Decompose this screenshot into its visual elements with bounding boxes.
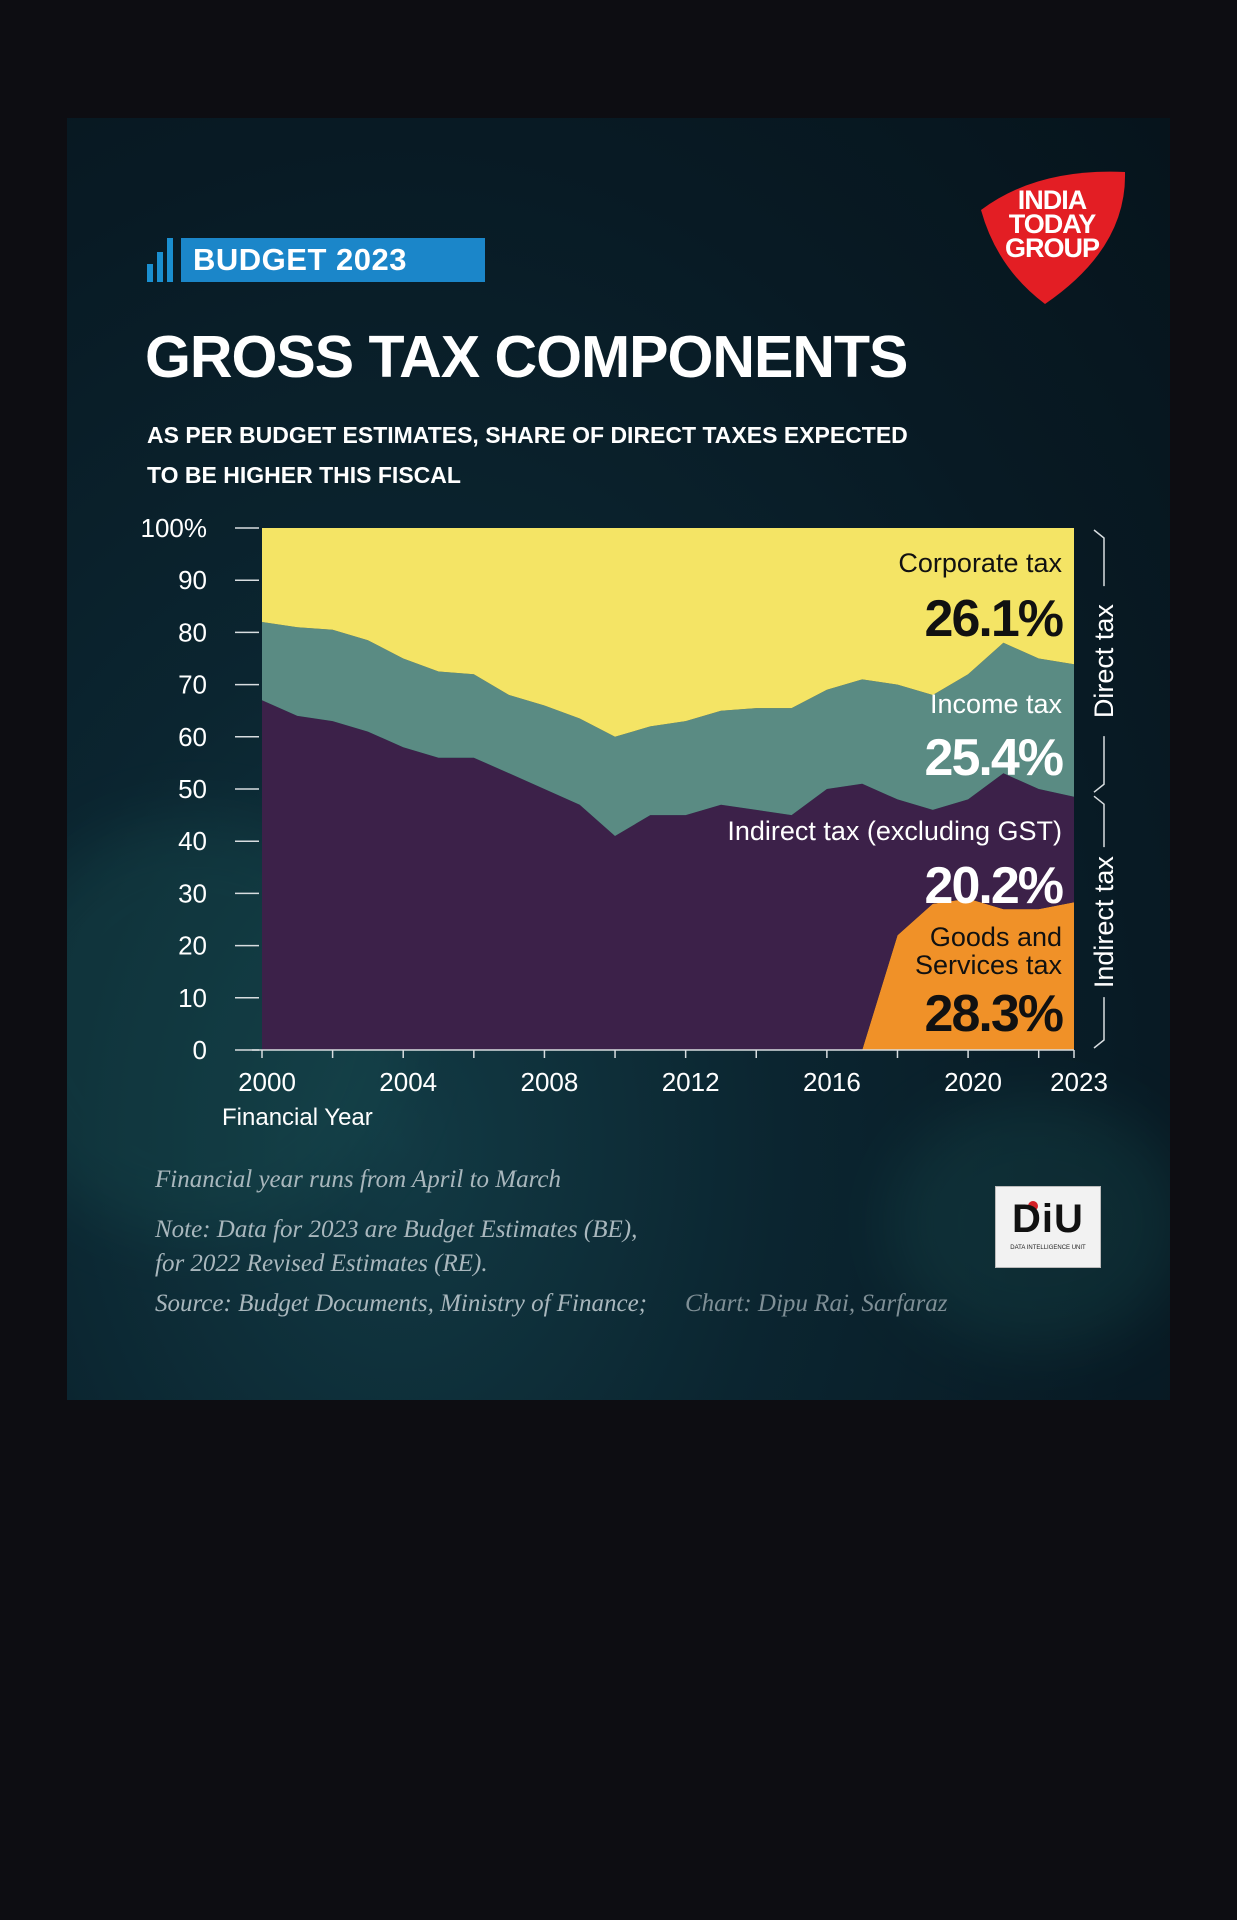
- x-axis-title: Financial Year: [222, 1104, 373, 1131]
- x-tick-label: 2012: [662, 1067, 720, 1097]
- note-revised: for 2022 Revised Estimates (RE).: [155, 1250, 488, 1277]
- page-subtitle: AS PER BUDGET ESTIMATES, SHARE OF DIRECT…: [147, 422, 908, 488]
- gst-label-line-2: Services tax: [915, 950, 1063, 980]
- corporate-tax-label: Corporate tax: [898, 548, 1062, 578]
- note-financial-year: Financial year runs from April to March: [155, 1166, 561, 1193]
- y-tick-label: 50: [178, 774, 207, 804]
- stacked-area-chart: 100% 90 80 70 60 50 40 30 20 10 0 2000 2004 2008 2012…: [141, 513, 1120, 1131]
- y-tick-label: 40: [178, 826, 207, 856]
- x-tick-label: 2008: [521, 1067, 579, 1097]
- income-tax-label: Income tax: [930, 689, 1063, 719]
- page-title: GROSS TAX COMPONENTS: [145, 324, 908, 390]
- bracket-label-direct: Direct tax: [1089, 604, 1119, 719]
- x-tick-label: 2020: [944, 1067, 1002, 1097]
- area-gst: [262, 898, 1074, 1050]
- bracket-indirect: [1093, 795, 1105, 1049]
- x-tick-label: 2000: [238, 1067, 296, 1097]
- gst-value: 28.3%: [925, 985, 1063, 1043]
- indirect-tax-value: 20.2%: [925, 857, 1063, 915]
- y-tick-label: 80: [178, 617, 207, 647]
- infographic-card: BUDGET 2023 INDIA TODAY GROUP GROSS TAX …: [67, 118, 1170, 1400]
- note-estimates: Note: Data for 2023 are Budget Estimates…: [155, 1216, 638, 1243]
- indirect-tax-label: Indirect tax (excluding GST): [727, 816, 1062, 846]
- note-credit: Chart: Dipu Rai, Sarfaraz: [685, 1290, 948, 1317]
- chart-annotations: Corporate tax 26.1% Income tax 25.4% Indirec…: [727, 548, 1064, 1043]
- diu-mark: DiU: [1012, 1197, 1084, 1241]
- bracket-label-indirect: Indirect tax: [1089, 856, 1119, 989]
- diu-logo: DiU DATA INTELLIGENCE UNIT: [995, 1186, 1101, 1268]
- area-indirect: [262, 700, 1074, 1050]
- x-tick-label: 2004: [379, 1067, 437, 1097]
- chart-areas: [262, 528, 1074, 1050]
- logo-line-2: TODAY: [1008, 209, 1097, 239]
- y-tick-label: 100%: [141, 513, 208, 543]
- india-today-logo: INDIA TODAY GROUP: [977, 168, 1127, 308]
- y-tick-label: 60: [178, 722, 207, 752]
- x-tick-label: 2023: [1050, 1067, 1108, 1097]
- bar-chart-icon: [147, 238, 175, 282]
- budget-badge: BUDGET 2023: [147, 238, 485, 282]
- diu-tagline: DATA INTELLIGENCE UNIT: [1010, 1245, 1086, 1251]
- logo-line-3: GROUP: [1004, 233, 1100, 263]
- bracket-direct: [1093, 529, 1105, 793]
- chart-brackets: Direct tax Indirect tax: [1089, 529, 1119, 1049]
- y-tick-label: 70: [178, 670, 207, 700]
- x-axis: 2000 2004 2008 2012 2016 2020 2023 Financial Ye…: [222, 1049, 1108, 1131]
- y-tick-label: 0: [193, 1035, 207, 1065]
- diu-dot-icon: [1028, 1201, 1038, 1211]
- area-corporate: [262, 528, 1074, 737]
- logo-shield-icon: [981, 171, 1126, 304]
- y-tick-label: 10: [178, 983, 207, 1013]
- y-tick-label: 90: [178, 565, 207, 595]
- area-income: [262, 622, 1074, 836]
- y-tick-label: 30: [178, 878, 207, 908]
- x-tick-label: 2016: [803, 1067, 861, 1097]
- note-source: Source: Budget Documents, Ministry of Fi…: [155, 1290, 648, 1317]
- badge-label: BUDGET 2023: [181, 238, 485, 282]
- y-tick-label: 20: [178, 931, 207, 961]
- income-tax-value: 25.4%: [925, 729, 1063, 787]
- corporate-tax-value: 26.1%: [925, 590, 1063, 648]
- y-axis: 100% 90 80 70 60 50 40 30 20 10 0: [141, 513, 259, 1065]
- gst-label-line-1: Goods and: [930, 922, 1062, 952]
- logo-line-1: INDIA: [1017, 185, 1088, 215]
